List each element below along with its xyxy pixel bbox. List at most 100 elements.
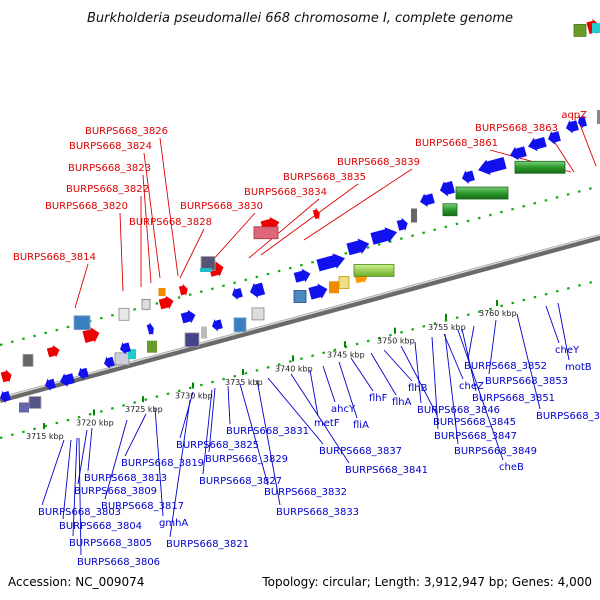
lower-label-connector xyxy=(516,313,541,410)
upper-gene-label: BURPS668_3826 xyxy=(85,126,168,137)
gene-box xyxy=(233,317,247,333)
axis-tick-labels: 3715 kbp 3720 kbp 3725 kbp 3730 kbp 3735 kbp… xyxy=(26,309,517,441)
upper-gene-label: BURPS668_3828 xyxy=(129,217,212,228)
gene-box xyxy=(514,160,566,174)
lower-gene-label: BURPS668_3827 xyxy=(199,476,282,487)
lower-label-connector xyxy=(338,361,358,419)
upper-label-connector xyxy=(142,174,152,284)
gene-box xyxy=(329,281,339,294)
upper-gene-label: BURPS668_3824 xyxy=(69,141,152,152)
lower-gene-label: fliA xyxy=(353,420,369,431)
gene-box xyxy=(455,186,509,200)
gene-box xyxy=(353,263,395,277)
lower-gene-label: cheY xyxy=(555,345,580,356)
lower-label-connector xyxy=(72,437,78,537)
axis-tick-label: 3745 kbp xyxy=(327,350,365,359)
gene-box xyxy=(141,298,151,310)
gene-arrow xyxy=(45,378,56,391)
lower-gene-label: BURPS668_3809 xyxy=(74,486,157,497)
lower-label-connector xyxy=(488,319,497,375)
gene-arrow xyxy=(180,309,196,324)
lower-label-connector xyxy=(154,407,164,517)
lower-label-connector xyxy=(370,352,397,396)
upper-gene-label: BURPS668_3835 xyxy=(283,172,366,183)
gene-box xyxy=(411,208,417,223)
upper-label-connector xyxy=(260,183,359,256)
gene-box xyxy=(251,307,265,321)
lower-label-connector xyxy=(557,302,570,361)
gene-box xyxy=(184,332,200,348)
gene-arrow xyxy=(78,367,89,380)
axis-tick-label: 3725 kbp xyxy=(125,405,163,414)
gene-arrow xyxy=(0,369,12,383)
gene-arrow xyxy=(120,341,131,355)
lower-gene-labels: BURPS668_3803 BURPS668_3804 BURPS668_3805 B… xyxy=(38,345,600,568)
axis-tick-label: 3715 kbp xyxy=(26,432,64,441)
gene-box xyxy=(114,352,130,366)
gene-arrow xyxy=(420,193,435,207)
lower-label-connector xyxy=(431,336,439,430)
axis-tick-label: 3760 kbp xyxy=(479,309,517,318)
gene-arrow xyxy=(0,390,11,404)
gene-arrow xyxy=(250,282,266,299)
genome-summary-text: Topology: circular; Length: 3,912,947 bp… xyxy=(261,575,592,589)
gene-box xyxy=(597,109,600,124)
gene-box xyxy=(293,290,307,303)
lower-gene-label: BURPS668_3833 xyxy=(276,507,359,518)
gene-arrow xyxy=(528,136,547,152)
gene-arrow xyxy=(82,327,100,343)
gene-arrow xyxy=(510,146,527,161)
gene-arrow xyxy=(104,356,115,369)
lower-gene-label: BURPS668_3841 xyxy=(345,465,428,476)
upper-gene-label: BURPS668_3830 xyxy=(180,201,263,212)
lower-gene-label: cheZ xyxy=(459,381,484,392)
upper-gene-label: BURPS668_3820 xyxy=(45,201,128,212)
upper-label-connector xyxy=(179,228,205,279)
lower-label-connector xyxy=(545,305,560,344)
upper-gene-label: BURPS668_3814 xyxy=(13,252,96,263)
gene-arrow xyxy=(46,344,60,358)
gene-arrow xyxy=(548,130,561,145)
lower-gene-label: BURPS668_3803 xyxy=(38,507,121,518)
gene-arrow xyxy=(478,156,507,176)
lower-label-connector xyxy=(227,385,231,425)
upper-label-connector xyxy=(578,121,597,167)
gene-arrow xyxy=(212,318,223,332)
gene-arrow xyxy=(146,322,154,336)
gene-box xyxy=(158,287,166,296)
lower-gene-label: BURPS668_3854 xyxy=(536,411,600,422)
gene-box xyxy=(147,340,157,353)
lower-gene-label: BURPS668_3831 xyxy=(226,426,309,437)
lower-label-connector xyxy=(41,439,65,506)
lower-label-connector xyxy=(202,389,213,475)
lower-label-connector xyxy=(443,333,464,380)
lower-label-connector xyxy=(290,373,350,464)
lower-label-connector xyxy=(267,377,324,445)
gene-arrow xyxy=(60,373,75,387)
gene-arrow xyxy=(566,120,579,134)
lower-gene-label: BURPS668_3821 xyxy=(166,539,249,550)
upper-gene-label: BURPS668_3863 xyxy=(475,123,558,134)
lower-label-connector xyxy=(62,439,72,520)
axis-tick-label: 3735 kbp xyxy=(225,378,263,387)
gene-arrow xyxy=(346,238,370,256)
gene-arrow xyxy=(178,283,188,297)
gene-box xyxy=(118,307,130,321)
chromosome-axis xyxy=(0,234,600,403)
lower-label-connector xyxy=(239,383,269,486)
lower-gene-label: BURPS668_3806 xyxy=(77,557,160,568)
lower-label-connector xyxy=(179,391,194,439)
gene-arrow xyxy=(396,217,408,232)
gene-box xyxy=(201,326,207,339)
upper-gene-labels: BURPS668_3826 BURPS668_3824 BURPS668_3823 B… xyxy=(13,110,587,263)
lower-label-connector xyxy=(78,437,82,556)
gene-arrow xyxy=(578,115,588,129)
lower-label-connector xyxy=(444,333,459,445)
lower-gene-label: BURPS668_3847 xyxy=(434,431,517,442)
gene-arrow xyxy=(308,283,328,300)
lower-gene-label: BURPS668_3825 xyxy=(176,440,259,451)
lower-gene-label: BURPS668_3819 xyxy=(121,458,204,469)
lower-label-connector xyxy=(414,341,422,404)
axis-tick-label: 3740 kbp xyxy=(275,364,313,373)
